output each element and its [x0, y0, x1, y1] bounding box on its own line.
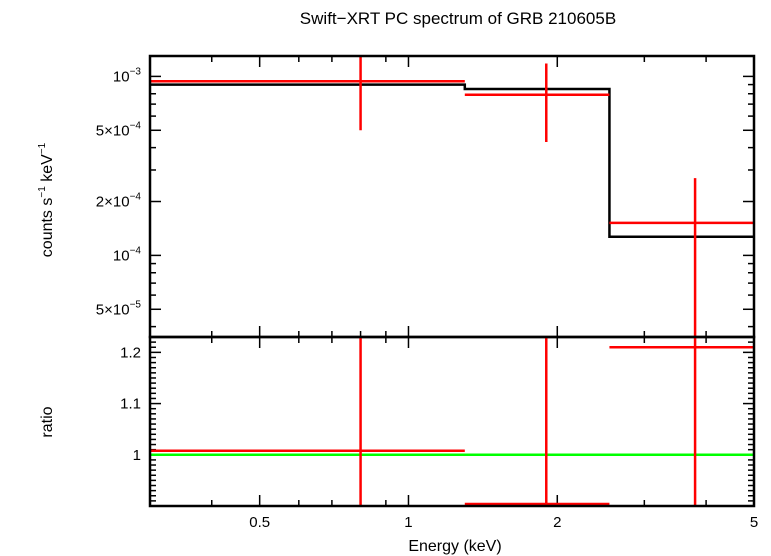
ratio-panel: 0.5 1 2 5 1.2 1.1 1: [120, 335, 758, 531]
y-tick-label: 5×10−4: [96, 120, 142, 139]
model-step-line: [150, 83, 754, 239]
y-tick-label: 1.1: [120, 396, 141, 413]
x-axis-label: Energy (keV): [408, 538, 501, 555]
x-tick-label: 0.5: [249, 514, 270, 531]
y-tick-label: 5×10−5: [96, 299, 142, 318]
spectrum-panel: 10−3 5×10−4 2×10−4 10−4 5×10−5: [96, 54, 756, 339]
chart-title: Swift−XRT PC spectrum of GRB 210605B: [300, 9, 616, 28]
y-tick-label: 10−3: [113, 66, 142, 85]
x-tick-label: 5: [750, 514, 758, 531]
y-tick-label: 10−4: [113, 245, 142, 264]
y-axis-label-ratio: ratio: [39, 406, 56, 437]
y-axis-label-spectrum: counts s−1 keV−1: [37, 142, 56, 257]
x-tick-label: 2: [553, 514, 561, 531]
y-tick-label: 2×10−4: [96, 192, 142, 211]
spectrum-frame: [148, 54, 756, 339]
y-tick-label: 1: [133, 447, 141, 464]
y-tick-label: 1.2: [120, 344, 141, 361]
ratio-frame: [148, 335, 756, 508]
x-tick-label: 1: [404, 514, 412, 531]
